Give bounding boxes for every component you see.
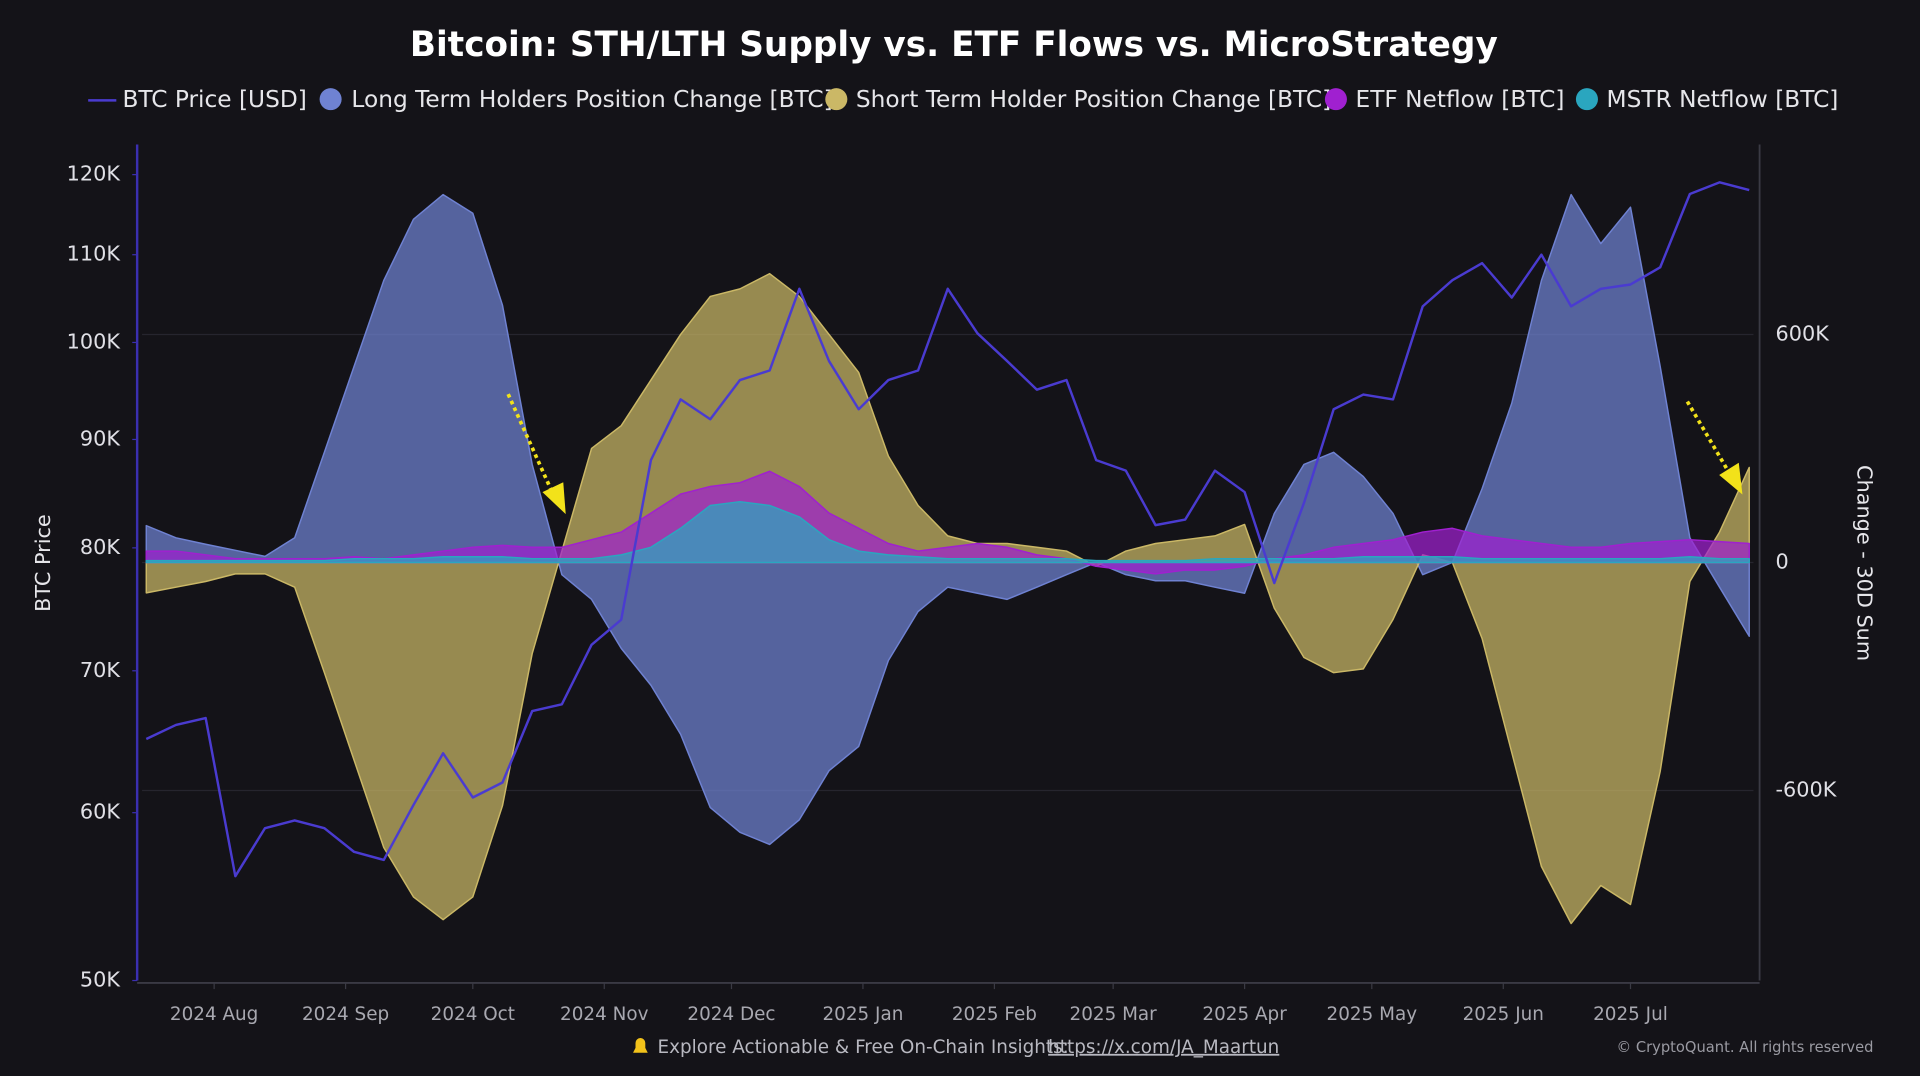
legend-swatch xyxy=(1324,88,1347,111)
legend-label: Short Term Holder Position Change [BTC] xyxy=(856,86,1331,113)
annotation-arrow xyxy=(1685,400,1743,495)
price-line xyxy=(145,181,1750,878)
y-tick-label: 110K xyxy=(67,242,122,266)
x-tick-label: 2024 Oct xyxy=(431,1004,515,1025)
legend-swatch xyxy=(1575,88,1598,111)
x-tick-label: 2025 Mar xyxy=(1070,1004,1158,1025)
y-tick-label: 70K xyxy=(80,658,121,682)
y2-tick-label: 0 xyxy=(1776,549,1789,573)
y-tick-label: 50K xyxy=(80,968,121,992)
x-tick-label: 2025 Jun xyxy=(1463,1004,1544,1025)
arrow-head xyxy=(542,482,566,515)
area xyxy=(145,470,1750,575)
arrow-shaft xyxy=(1685,400,1731,474)
plot-area: -600K 0 600K 50K 60K 70K 80K 90K 100K 110K 120K 202… xyxy=(67,144,1838,1025)
annotation-arrow xyxy=(506,393,566,515)
arrow-head xyxy=(1719,462,1743,495)
x-tick-label: 2025 Feb xyxy=(952,1004,1037,1025)
x-tick-label: 2025 Apr xyxy=(1202,1004,1287,1025)
x-tick-label: 2025 Jan xyxy=(822,1004,903,1025)
x-tick-label: 2025 Jul xyxy=(1593,1004,1668,1025)
x-tick-label: 2024 Aug xyxy=(170,1004,258,1025)
y2-tick-label: 600K xyxy=(1776,321,1831,345)
y-tick-label: 120K xyxy=(67,162,122,186)
legend: BTC Price [USD] Long Term Holders Positi… xyxy=(88,86,1838,113)
y-tick-label: 80K xyxy=(80,535,121,559)
x-tick-label: 2024 Sep xyxy=(302,1004,389,1025)
x-tick-label: 2025 May xyxy=(1327,1004,1418,1025)
y2-tick-label: -600K xyxy=(1776,778,1838,802)
legend-label: MSTR Netflow [BTC] xyxy=(1607,86,1839,113)
y2-axis-label: Change - 30D Sum xyxy=(1853,465,1877,661)
x-tick-label: 2024 Dec xyxy=(687,1004,775,1025)
chart-title: Bitcoin: STH/LTH Supply vs. ETF Flows vs… xyxy=(410,25,1498,65)
legend-label: Long Term Holders Position Change [BTC] xyxy=(351,86,832,113)
area xyxy=(145,500,1750,564)
legend-label: ETF Netflow [BTC] xyxy=(1356,86,1565,113)
area xyxy=(145,272,1750,925)
y-axis-label: BTC Price xyxy=(31,514,55,612)
copyright: © CryptoQuant. All rights reserved xyxy=(1616,1039,1873,1056)
footer-link[interactable]: https://x.com/JA_Maartun xyxy=(1048,1037,1279,1058)
y-tick-label: 60K xyxy=(80,800,121,824)
area xyxy=(145,193,1750,846)
footer-text: Explore Actionable & Free On-Chain Insig… xyxy=(658,1037,1069,1058)
legend-swatch xyxy=(825,88,848,111)
x-tick-label: 2024 Nov xyxy=(560,1004,649,1025)
legend-label: BTC Price [USD] xyxy=(122,86,306,113)
bell-icon xyxy=(633,1038,648,1053)
arrow-shaft xyxy=(506,393,553,491)
y-tick-label: 100K xyxy=(67,329,122,353)
legend-swatch xyxy=(319,88,342,111)
y-tick-label: 90K xyxy=(80,426,121,450)
